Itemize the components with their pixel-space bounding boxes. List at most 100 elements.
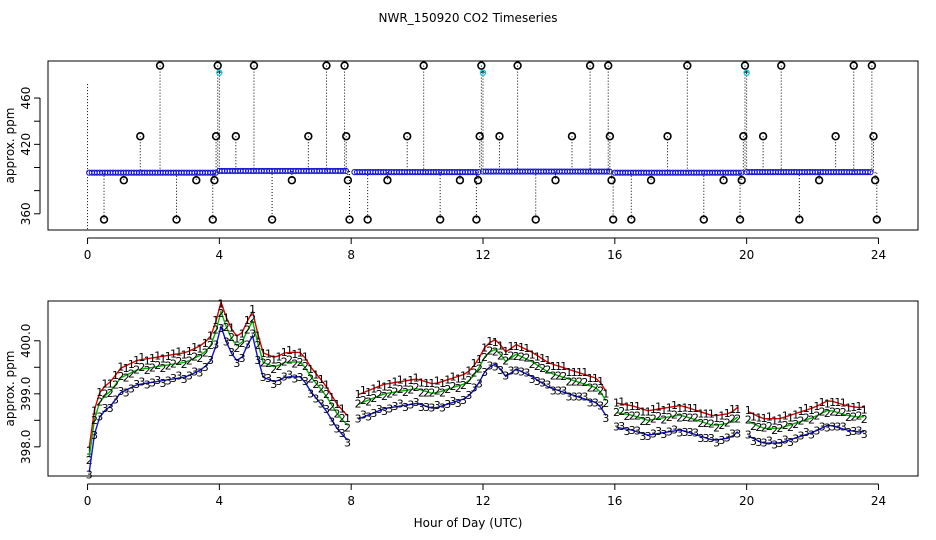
- series-3-point: 3: [196, 367, 203, 380]
- series-3-point: 3: [776, 437, 783, 450]
- series-1-point: 1: [339, 402, 346, 415]
- series-2-point: 2: [576, 376, 583, 389]
- spike-point-cyan: [216, 69, 223, 76]
- series-3-point: 3: [276, 375, 283, 388]
- series-1-point: 1: [276, 351, 283, 364]
- series-3-point: 3: [761, 436, 768, 449]
- series-1-point: 1: [782, 409, 789, 422]
- series-2-point: 2: [523, 352, 530, 365]
- series-3-point: 3: [513, 365, 520, 378]
- bottom-x-tick-label: 12: [475, 494, 490, 508]
- series-2-point: 2: [144, 364, 151, 377]
- spike-point: [210, 176, 219, 185]
- series-1-point: 1: [281, 346, 288, 359]
- series-2-point: 2: [202, 346, 209, 359]
- series-3-point: 3: [123, 386, 130, 399]
- series-3-point: 3: [692, 426, 699, 439]
- series-1-point: 1: [803, 402, 810, 415]
- series-3-point: 3: [407, 398, 414, 411]
- series-3-point: 3: [850, 425, 857, 438]
- spike-point: [267, 215, 277, 224]
- spike-point: [567, 132, 577, 141]
- series-3-point: 3: [418, 401, 425, 414]
- series-1-point: 1: [286, 344, 293, 357]
- series-2-point: 2: [170, 357, 177, 370]
- series-2-point: 2: [260, 356, 267, 369]
- series-2-point: 2: [471, 367, 478, 380]
- spike-point: [435, 215, 445, 224]
- series-3-point: 3: [381, 405, 388, 418]
- series-1-point: 1: [202, 337, 209, 350]
- series-2-point: 2: [107, 387, 114, 400]
- series-1-point: 1: [713, 412, 720, 425]
- spike-point: [627, 215, 636, 224]
- series-1-point: 1: [196, 342, 203, 355]
- series-3-point: 3: [397, 398, 404, 411]
- series-3-point: 3: [128, 382, 135, 395]
- series-1-point: 1: [107, 377, 114, 390]
- spike-point: [699, 215, 708, 224]
- series-2-point: 2: [671, 408, 678, 421]
- spike-point: [867, 61, 877, 70]
- series-1-point: 1: [576, 366, 583, 379]
- top-x-tick-label: 24: [871, 248, 886, 262]
- top-plot-frame: [47, 60, 919, 231]
- series-1-point: 1: [834, 396, 841, 409]
- series-2-point: 2: [228, 331, 235, 344]
- series-2-point: 2: [850, 410, 857, 423]
- series-1-point: 1: [534, 350, 541, 363]
- baseline-points: [86, 167, 874, 176]
- spike-point: [607, 176, 616, 185]
- series-2-point: 2: [645, 415, 652, 428]
- series-3-point: 3: [492, 360, 499, 373]
- series-1-point: 1: [687, 402, 694, 415]
- series-3-point: 3: [655, 425, 662, 438]
- series-2-point: 2: [270, 363, 277, 376]
- spike-point: [513, 61, 522, 70]
- series-2-point: 2: [223, 321, 230, 334]
- series-3-point: 3: [339, 427, 346, 440]
- series-3-point: 3: [444, 398, 451, 411]
- series-2-point: 2: [824, 407, 831, 420]
- series-1-point: 1: [497, 340, 504, 353]
- series-3-point: 3: [639, 430, 646, 443]
- series-3-point: 3: [434, 399, 441, 412]
- series-2-point: 2: [133, 363, 140, 376]
- spike-point: [758, 132, 768, 141]
- spike-point: [551, 176, 560, 185]
- series-2-point: 2: [381, 390, 388, 403]
- baseline-point: [210, 169, 217, 176]
- series-3-point: 3: [682, 426, 689, 439]
- series-2-point: 2: [302, 360, 309, 373]
- series-1-point: 1: [697, 408, 704, 421]
- series-2-point: 2: [307, 373, 314, 386]
- series-1-point: 1: [544, 354, 551, 367]
- series-1-point: 1: [581, 366, 588, 379]
- series-1-point: 1: [360, 384, 367, 397]
- series-3-point: 3: [138, 376, 145, 389]
- series-2-point: 2: [318, 383, 325, 396]
- series-3-point: 3: [307, 388, 314, 401]
- series-2-point: 2: [460, 379, 467, 392]
- series-2-point: 2: [286, 354, 293, 367]
- series-1-point: 1: [428, 377, 435, 390]
- series-3-point: 3: [455, 397, 462, 410]
- bottom-y-axis-label: approx. ppm: [3, 351, 17, 427]
- series-3-point: 3: [766, 435, 773, 448]
- series-1-point: 1: [660, 404, 667, 417]
- series-3-point: 3: [734, 427, 741, 440]
- spike-point: [531, 215, 540, 224]
- series-2-point: 2: [328, 401, 335, 414]
- series-3-point: 3: [824, 422, 831, 435]
- series-1-point: 1: [850, 401, 857, 414]
- series-3-point: 3: [798, 429, 805, 442]
- series-2-point: 2: [254, 339, 261, 352]
- baseline-point: [340, 167, 347, 175]
- series-2-point: 2: [687, 411, 694, 424]
- series-3-point: 3: [270, 378, 277, 391]
- series-3-point: 3: [555, 385, 562, 398]
- series-3-point: 3: [576, 391, 583, 404]
- series-2-point: 2: [845, 411, 852, 424]
- series-1-point: 1: [260, 347, 267, 360]
